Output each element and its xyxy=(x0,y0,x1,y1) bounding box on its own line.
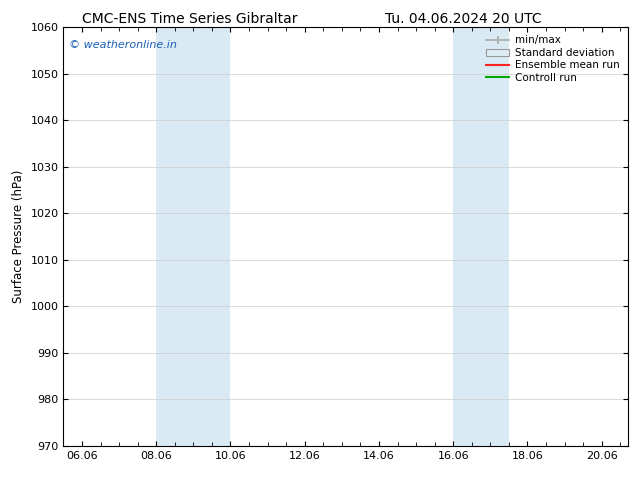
Y-axis label: Surface Pressure (hPa): Surface Pressure (hPa) xyxy=(12,170,25,303)
Legend: min/max, Standard deviation, Ensemble mean run, Controll run: min/max, Standard deviation, Ensemble me… xyxy=(483,32,623,86)
Text: © weatheronline.in: © weatheronline.in xyxy=(69,40,177,49)
Bar xyxy=(156,27,230,446)
Text: CMC-ENS Time Series Gibraltar: CMC-ENS Time Series Gibraltar xyxy=(82,12,298,26)
Bar xyxy=(453,27,509,446)
Text: Tu. 04.06.2024 20 UTC: Tu. 04.06.2024 20 UTC xyxy=(384,12,541,26)
